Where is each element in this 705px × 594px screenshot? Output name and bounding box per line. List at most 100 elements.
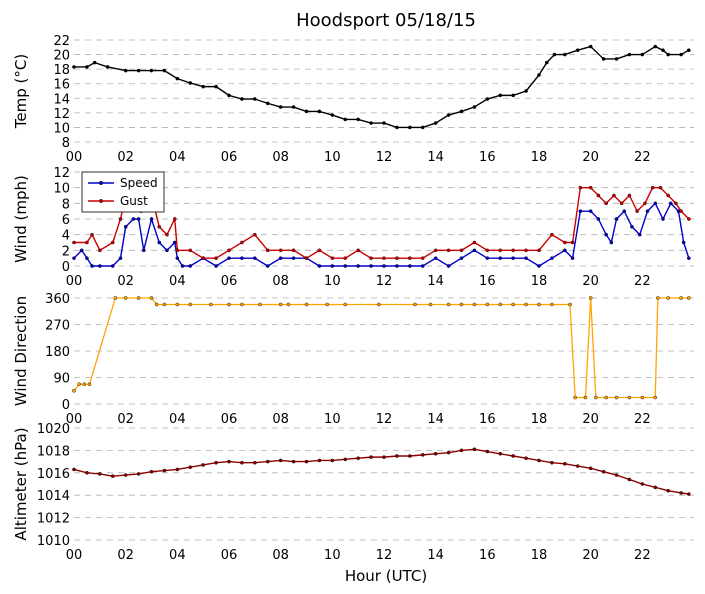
y-tick-label: 1020	[37, 422, 70, 437]
data-point	[601, 469, 606, 474]
y-axis-label: Altimeter (hPa)	[12, 427, 30, 540]
data-point	[420, 264, 425, 268]
x-tick-label: 00	[66, 412, 83, 427]
data-point	[201, 256, 205, 260]
data-point	[227, 93, 231, 98]
data-point	[291, 248, 296, 253]
data-point	[537, 248, 541, 253]
data-point	[627, 477, 632, 482]
data-point	[650, 185, 655, 190]
data-point	[420, 453, 425, 457]
legend-entry: Gust	[120, 194, 148, 208]
x-tick-label: 20	[582, 412, 599, 427]
data-point	[681, 240, 686, 245]
data-point	[511, 256, 515, 260]
y-tick-label: 1016	[37, 467, 70, 482]
data-point	[72, 256, 76, 260]
data-point	[286, 302, 291, 307]
x-tick-label: 10	[324, 274, 341, 289]
data-point	[278, 105, 283, 109]
data-point	[149, 68, 154, 73]
data-point	[165, 248, 169, 253]
data-point	[578, 209, 583, 213]
data-point	[98, 248, 102, 253]
y-tick-label: 8	[62, 197, 70, 212]
data-point	[265, 459, 270, 464]
data-point	[343, 302, 348, 307]
x-tick-label: 18	[531, 412, 548, 427]
data-point	[550, 460, 554, 465]
data-point	[317, 264, 322, 268]
data-point	[640, 482, 645, 486]
data-point	[90, 232, 94, 237]
data-point	[640, 52, 645, 57]
data-point	[679, 209, 683, 213]
data-point	[537, 264, 541, 268]
x-tick-label: 16	[479, 274, 496, 289]
data-point	[330, 458, 335, 463]
x-tick-label: 00	[66, 548, 83, 563]
data-point	[563, 240, 567, 245]
data-point	[588, 44, 593, 49]
data-point	[369, 256, 373, 260]
x-tick-label: 10	[324, 548, 341, 563]
data-point	[149, 296, 154, 300]
data-point	[162, 468, 167, 473]
data-point	[498, 93, 503, 98]
data-point	[77, 382, 81, 387]
data-point	[304, 256, 309, 260]
data-point	[330, 264, 335, 268]
data-point	[118, 217, 123, 221]
data-point	[687, 492, 691, 496]
data-point	[110, 264, 115, 268]
x-tick-label: 06	[221, 548, 238, 563]
data-point	[92, 60, 97, 65]
x-tick-label: 22	[634, 548, 651, 563]
data-point	[446, 248, 451, 253]
x-tick-label: 18	[531, 274, 548, 289]
data-point	[253, 256, 257, 260]
y-tick-label: 10	[53, 182, 70, 197]
y-tick-label: 1014	[37, 489, 70, 504]
data-point	[609, 240, 614, 245]
x-tick-label: 00	[66, 150, 83, 165]
data-point	[433, 121, 438, 125]
x-tick-label: 04	[169, 150, 186, 165]
x-tick-label: 18	[531, 548, 548, 563]
data-point	[604, 395, 608, 400]
data-point	[317, 109, 322, 114]
data-point	[413, 302, 417, 307]
data-point	[175, 467, 180, 472]
x-tick-label: 20	[582, 548, 599, 563]
data-point	[87, 382, 92, 387]
data-point	[687, 217, 691, 221]
data-point	[227, 256, 231, 260]
y-tick-label: 1012	[37, 512, 70, 527]
data-point	[656, 296, 660, 300]
data-point	[446, 450, 451, 455]
data-point	[459, 256, 464, 260]
data-point	[679, 296, 683, 300]
data-point	[253, 460, 257, 465]
data-point	[614, 217, 619, 221]
data-point	[661, 217, 665, 221]
data-point	[622, 209, 627, 213]
data-point	[433, 451, 438, 456]
data-point	[201, 84, 205, 89]
data-point	[498, 248, 503, 253]
data-point	[265, 101, 270, 106]
data-point	[369, 455, 373, 459]
data-point	[317, 248, 322, 253]
x-tick-label: 20	[582, 150, 599, 165]
legend-entry: Speed	[120, 176, 158, 190]
x-tick-label: 12	[376, 274, 393, 289]
data-point	[162, 68, 167, 73]
data-point	[550, 302, 554, 307]
data-point	[511, 93, 515, 98]
data-point	[356, 264, 360, 268]
data-point	[141, 248, 146, 253]
data-point	[343, 264, 348, 268]
x-tick-label: 06	[221, 274, 238, 289]
data-point	[369, 121, 373, 125]
